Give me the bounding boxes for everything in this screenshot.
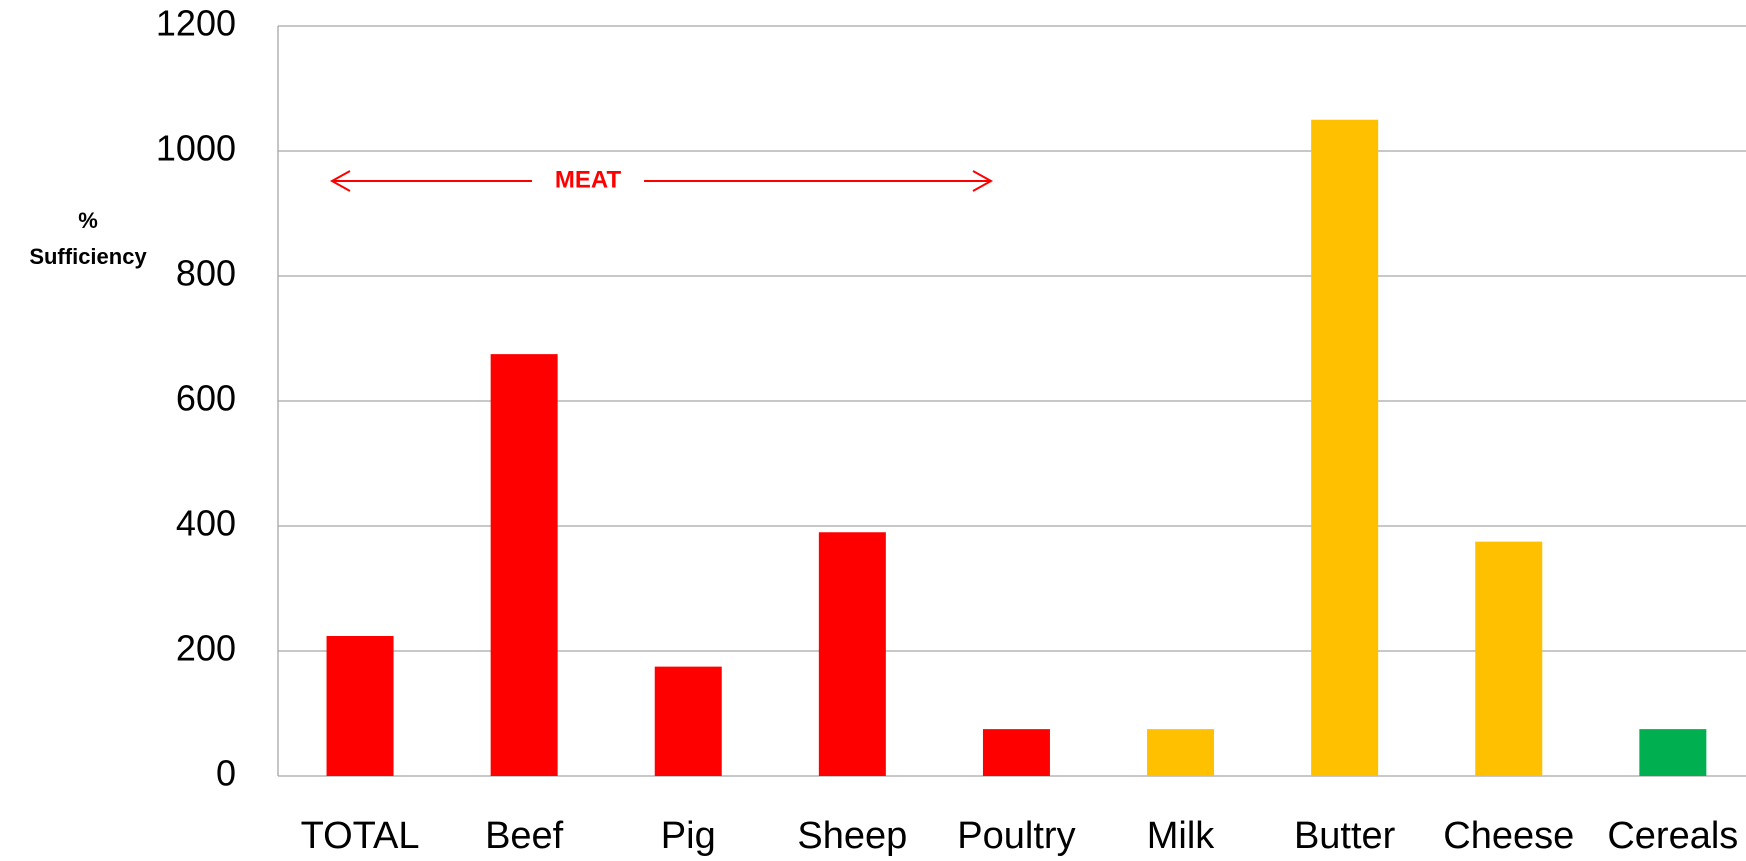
- x-tick-label: Cereals: [1607, 815, 1738, 857]
- y-tick-label: 200: [176, 628, 236, 669]
- bar: [1475, 541, 1543, 776]
- y-tick-label: 1200: [156, 3, 236, 44]
- arrow-head: [972, 170, 994, 192]
- bar: [1639, 729, 1707, 776]
- x-tick-label: Butter: [1294, 815, 1396, 857]
- y-tick-label: 400: [176, 503, 236, 544]
- bar: [1147, 729, 1215, 776]
- y-tick-label: 1000: [156, 128, 236, 169]
- x-tick-label: Sheep: [797, 815, 907, 857]
- y-tick-label: 600: [176, 378, 236, 419]
- bar: [326, 636, 394, 776]
- x-tick-label: Milk: [1147, 815, 1216, 857]
- bar: [818, 532, 886, 776]
- arrow-head: [329, 170, 351, 192]
- bar: [654, 666, 722, 776]
- x-tick-label: Beef: [485, 815, 564, 857]
- x-tick-label: Pig: [661, 815, 716, 857]
- y-axis-label: % Sufficiency: [29, 208, 147, 269]
- bar: [1311, 119, 1379, 776]
- x-tick-label: TOTAL: [301, 815, 420, 857]
- y-tick-label: 0: [216, 753, 236, 794]
- x-tick-label: Cheese: [1443, 815, 1574, 857]
- y-tick-label: 800: [176, 253, 236, 294]
- bar: [982, 729, 1050, 776]
- bar: [490, 354, 558, 776]
- x-tick-label: Poultry: [957, 815, 1075, 857]
- annotation: MEAT: [555, 166, 622, 193]
